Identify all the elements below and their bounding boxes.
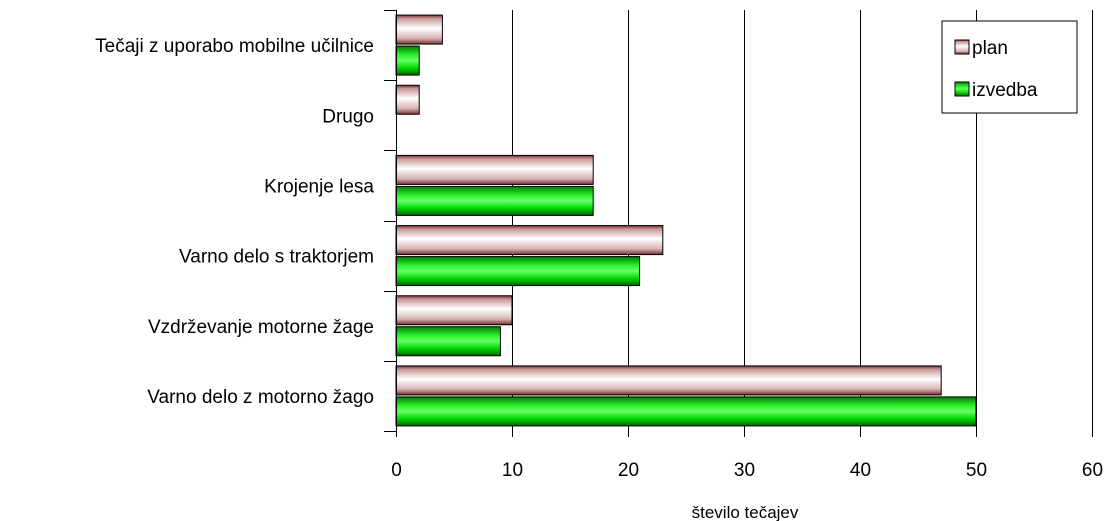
bar-izvedba-2 xyxy=(396,186,593,215)
bar-plan-5 xyxy=(396,366,941,395)
category-label-0: Tečaji z uporabo mobilne učilnice xyxy=(95,36,374,57)
bar-izvedba-5 xyxy=(396,397,976,426)
bar-plan-2 xyxy=(396,155,593,184)
bar-plan-4 xyxy=(396,296,512,325)
legend-swatch-plan xyxy=(955,40,969,54)
x-tick-label-30: 30 xyxy=(734,460,755,481)
category-label-4: Vzdrževanje motorne žage xyxy=(148,317,374,338)
category-label-1: Drugo xyxy=(322,106,374,127)
x-tick-label-0: 0 xyxy=(391,460,402,481)
bar-izvedba-3 xyxy=(396,257,640,286)
legend-label-izvedba: izvedba xyxy=(972,80,1038,101)
bar-plan-0 xyxy=(396,15,442,44)
legend: plan izvedba xyxy=(942,21,1077,113)
x-axis-title: število tečajev xyxy=(692,503,799,521)
category-label-2: Krojenje lesa xyxy=(264,176,374,197)
bar-plan-1 xyxy=(396,85,419,114)
x-tick-label-50: 50 xyxy=(966,460,987,481)
legend-label-plan: plan xyxy=(972,38,1008,59)
x-tick-label-10: 10 xyxy=(502,460,523,481)
category-label-3: Varno delo s traktorjem xyxy=(179,247,374,268)
bar-izvedba-0 xyxy=(396,46,419,75)
legend-swatch-izvedba xyxy=(955,82,969,96)
bar-izvedba-4 xyxy=(396,327,500,356)
x-tick-label-60: 60 xyxy=(1082,460,1103,481)
x-tick-label-40: 40 xyxy=(850,460,871,481)
bar-plan-3 xyxy=(396,226,663,255)
category-label-5: Varno delo z motorno žago xyxy=(147,387,374,408)
bars xyxy=(396,15,976,426)
x-tick-label-20: 20 xyxy=(618,460,639,481)
